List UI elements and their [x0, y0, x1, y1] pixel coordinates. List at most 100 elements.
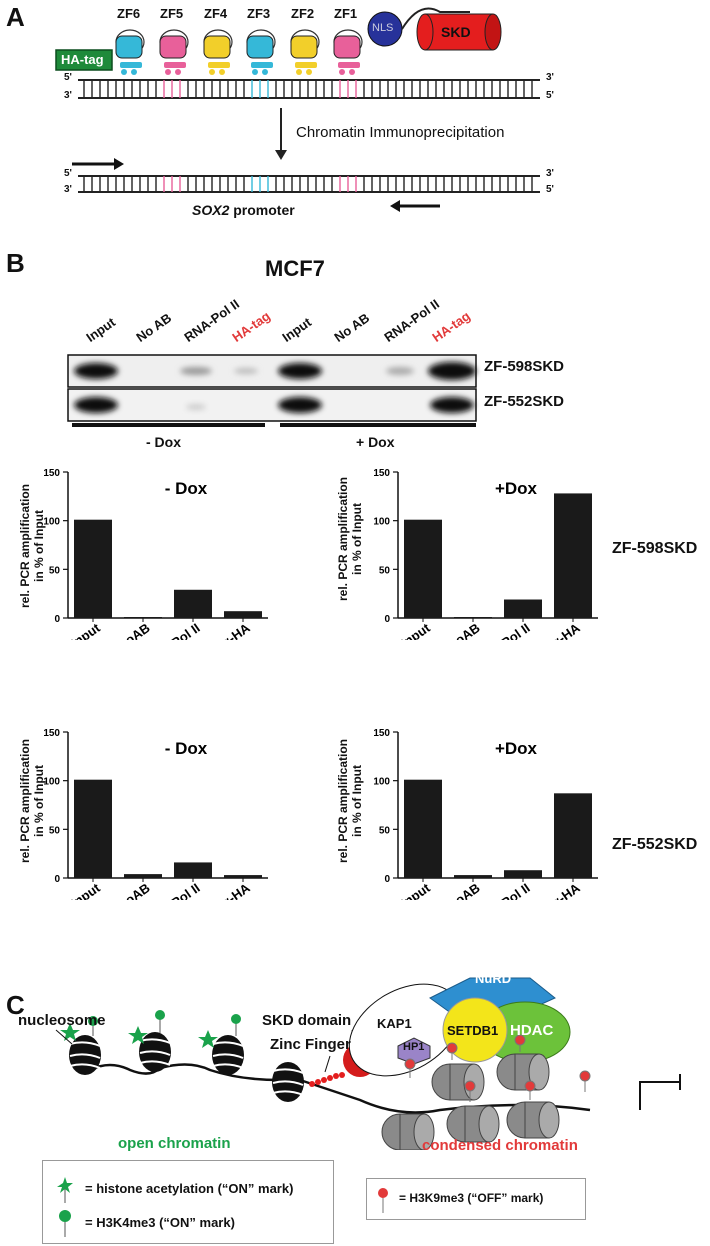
bar-input	[404, 519, 442, 618]
setdb1-circle	[442, 997, 508, 1063]
condensed-nuc-5	[506, 1101, 560, 1139]
chart-title: +Dox	[495, 479, 538, 498]
x-tick-label: noAB	[446, 620, 483, 640]
open-chromatin-label: open chromatin	[118, 1135, 231, 1152]
x-tick-label: Input	[398, 620, 433, 640]
h3k9me3-marks	[404, 1034, 591, 1102]
y-tick-label: 0	[384, 874, 390, 885]
gel-bands	[74, 362, 476, 413]
skd-domain-label: SKD domain	[262, 1012, 352, 1029]
y-tick-label: 50	[379, 825, 391, 836]
ylabel-chart-2: rel. PCR amplification in % of Input	[336, 459, 364, 619]
x-tick-label: α-Pol II	[159, 880, 203, 900]
nurd-label: NuRD	[475, 971, 512, 986]
acetylation-star-icon	[60, 1023, 80, 1041]
bar-polii	[504, 599, 542, 618]
panel-c-diagram	[55, 977, 681, 1150]
setdb1-label: SETDB1	[447, 1023, 499, 1038]
gel-image	[67, 354, 477, 427]
band-r1-ha-plus	[428, 362, 476, 380]
skd-label: SKD	[441, 24, 471, 40]
y-tick-label: 50	[49, 565, 61, 576]
panel-b-letter: B	[6, 248, 25, 278]
zf1-label: ZF1	[334, 6, 358, 21]
zf1-motif	[333, 29, 363, 75]
ylabel-chart-2-line2: in % of Input	[350, 503, 364, 575]
legend-off-marks: = H3K9me3 (“OFF” mark)	[366, 1178, 586, 1220]
x-tick-label: noAB	[116, 620, 153, 640]
hdac-label: HDAC	[510, 1022, 554, 1039]
chart-552-minus-dox: 0 50 100 150 Input noAB α-Pol II α-HA - Dox	[43, 728, 268, 900]
dna-bottom-3prime-right: 3'	[546, 168, 554, 179]
ylabel-chart-4: rel. PCR amplification in % of Input	[336, 721, 364, 881]
promoter-word: promoter	[229, 202, 295, 218]
y-tick-label: 0	[54, 874, 60, 885]
band-r1-input-plus	[278, 363, 322, 379]
panel-c-letter: C	[6, 990, 25, 1020]
gel-row-2	[67, 388, 477, 422]
zf3-motif	[246, 29, 276, 75]
dna-top-3prime-left: 3'	[64, 90, 72, 101]
chart-598-minus-dox: 0 50 100 150 Input noAB α-Pol II α-HA - Dox	[43, 468, 268, 640]
kap1-label: KAP1	[377, 1016, 412, 1031]
y-tick-label: 50	[49, 825, 61, 836]
bar-polii	[174, 589, 212, 618]
dna-top-5prime-right: 5'	[546, 90, 554, 101]
ylabel-chart-4-line2: in % of Input	[350, 765, 364, 837]
circle-legend-icon	[59, 1210, 71, 1237]
zf6-motif	[115, 29, 145, 75]
y-tick-label: 150	[43, 468, 60, 479]
chip-method-label: Chromatin Immunoprecipitation	[296, 124, 505, 141]
bar-polii	[504, 870, 542, 878]
y-tick-label: 0	[384, 614, 390, 625]
legend-on-marks: = histone acetylation (“ON” mark) = H3K4…	[42, 1160, 334, 1244]
band-r2-input-minus	[74, 397, 118, 413]
zinc-finger-array	[115, 29, 363, 75]
ha-tag-label: HA-tag	[61, 52, 104, 67]
skd-cylinder	[416, 13, 502, 51]
bar-input	[404, 779, 442, 878]
y-tick-label: 150	[373, 728, 390, 739]
panel-a-diagram	[55, 7, 540, 212]
condition-minus-dox: - Dox	[146, 434, 181, 450]
ylabel-chart-1-line2: in % of Input	[32, 510, 46, 582]
x-tick-label: α-HA	[549, 620, 584, 640]
lane-label-5: Input	[279, 314, 315, 345]
bar-noab	[454, 875, 492, 878]
band-r2-ha-plus	[430, 397, 474, 413]
nucleosome-open-4	[272, 1062, 304, 1102]
zf2-label: ZF2	[291, 6, 315, 21]
x-tick-label: Input	[68, 620, 103, 640]
y-tick-label: 100	[373, 777, 390, 788]
hp1-label: HP1	[403, 1041, 425, 1053]
y-tick-label: 150	[373, 468, 390, 479]
zf5-motif	[159, 29, 189, 75]
lane-label-8: HA-tag	[429, 308, 473, 345]
chart-title: - Dox	[165, 479, 208, 498]
x-tick-label: α-HA	[219, 880, 254, 900]
lane-label-2: No AB	[133, 310, 175, 345]
bar-ha	[554, 493, 592, 618]
legend-h3k9me3: = H3K9me3 (“OFF” mark)	[399, 1191, 544, 1205]
nucleosome-open-3	[212, 1035, 244, 1075]
panel-a-letter: A	[6, 2, 25, 32]
condensed-nucleosomes	[381, 1053, 560, 1150]
ylabel-chart-2-line1: rel. PCR amplification	[336, 476, 350, 602]
dna-top	[78, 79, 540, 99]
y-tick-label: 100	[43, 517, 60, 528]
bar-ha	[554, 793, 592, 878]
y-tick-label: 100	[373, 517, 390, 528]
zinc-finger-label: Zinc Finger	[270, 1036, 351, 1053]
bar-noab	[124, 617, 162, 618]
bar-ha	[224, 611, 262, 618]
zf3-label: ZF3	[247, 6, 271, 21]
legend-acetylation: = histone acetylation (“ON” mark)	[85, 1181, 294, 1196]
hp1-hexagon	[397, 1037, 431, 1065]
ylabel-chart-4-line1: rel. PCR amplification	[336, 738, 350, 864]
red-circle-legend-icon	[378, 1188, 388, 1213]
construct-label-598: ZF-598SKD	[612, 540, 698, 557]
cell-line-title: MCF7	[265, 256, 325, 281]
zf2-motif	[290, 29, 320, 75]
band-r1-input-minus	[74, 363, 118, 379]
x-tick-label: noAB	[116, 880, 153, 900]
